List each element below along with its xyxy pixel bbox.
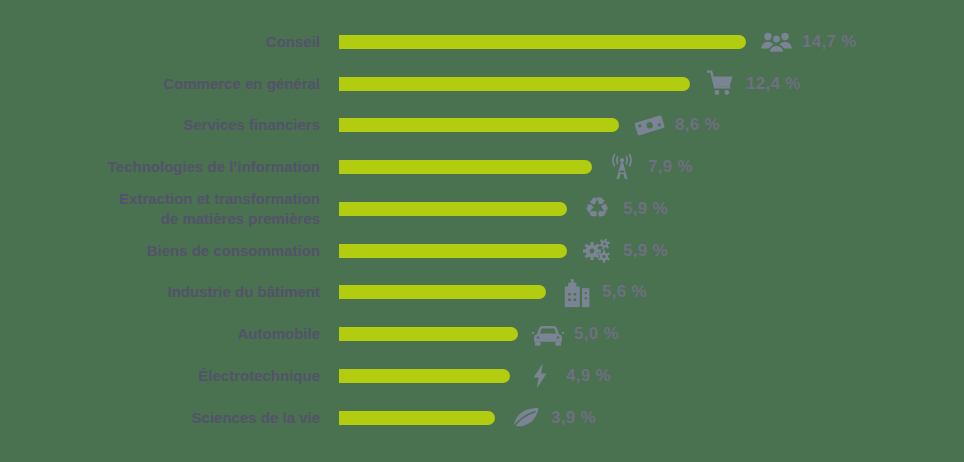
industry-share-bar-chart: Conseil 14,7 % Commerce en général 12,4 … — [0, 21, 964, 439]
category-label: Automobile — [0, 324, 320, 344]
category-label: Conseil — [0, 32, 320, 52]
value-label: 12,4 % — [746, 74, 801, 94]
category-label: Commerce en général — [0, 74, 320, 94]
bar — [339, 411, 495, 425]
category-label: Technologies de l’information — [0, 157, 320, 177]
value-label: 5,9 % — [623, 199, 668, 219]
banknote-icon — [631, 112, 667, 138]
category-label: Extraction et transformation de matières… — [0, 189, 320, 229]
category-label: Électrotechnique — [0, 366, 320, 386]
category-label: Services financiers — [0, 115, 320, 135]
value-label: 5,6 % — [602, 282, 647, 302]
people-group-icon — [758, 29, 794, 55]
value-label: 14,7 % — [802, 32, 857, 52]
bar — [339, 327, 518, 341]
chart-row: Technologies de l’information 7,9 % — [0, 146, 964, 188]
bar — [339, 285, 546, 299]
value-label: 4,9 % — [566, 366, 611, 386]
bar — [339, 35, 746, 49]
category-label: Industrie du bâtiment — [0, 282, 320, 302]
bar — [339, 369, 510, 383]
antenna-icon — [604, 153, 640, 181]
chart-row: Extraction et transformation de matières… — [0, 188, 964, 230]
category-label: Sciences de la vie — [0, 408, 320, 428]
bar — [339, 118, 619, 132]
chart-row: Commerce en général 12,4 % — [0, 63, 964, 105]
chart-row: Conseil 14,7 % — [0, 21, 964, 63]
value-label: 5,9 % — [623, 241, 668, 261]
chart-row: Électrotechnique 4,9 % — [0, 355, 964, 397]
chart-row: Automobile 5,0 % — [0, 313, 964, 355]
bar — [339, 244, 567, 258]
buildings-icon — [558, 277, 594, 308]
value-label: 5,0 % — [574, 324, 619, 344]
leaf-icon — [507, 406, 543, 429]
lightning-bolt-icon — [522, 363, 558, 389]
chart-row: Biens de consommation 5,9 % — [0, 230, 964, 272]
gears-icon — [579, 237, 615, 265]
bar — [339, 160, 592, 174]
chart-row: Industrie du bâtiment 5,6 % — [0, 272, 964, 314]
car-icon — [530, 321, 566, 347]
value-label: 3,9 % — [551, 408, 596, 428]
chart-row: Sciences de la vie 3,9 % — [0, 397, 964, 439]
bar — [339, 77, 690, 91]
bar — [339, 202, 567, 216]
category-label: Biens de consommation — [0, 241, 320, 261]
value-label: 7,9 % — [648, 157, 693, 177]
value-label: 8,6 % — [675, 115, 720, 135]
recycle-icon: ♻ — [579, 194, 615, 223]
chart-row: Services financiers 8,6 % — [0, 105, 964, 147]
shopping-cart-icon — [702, 70, 738, 97]
